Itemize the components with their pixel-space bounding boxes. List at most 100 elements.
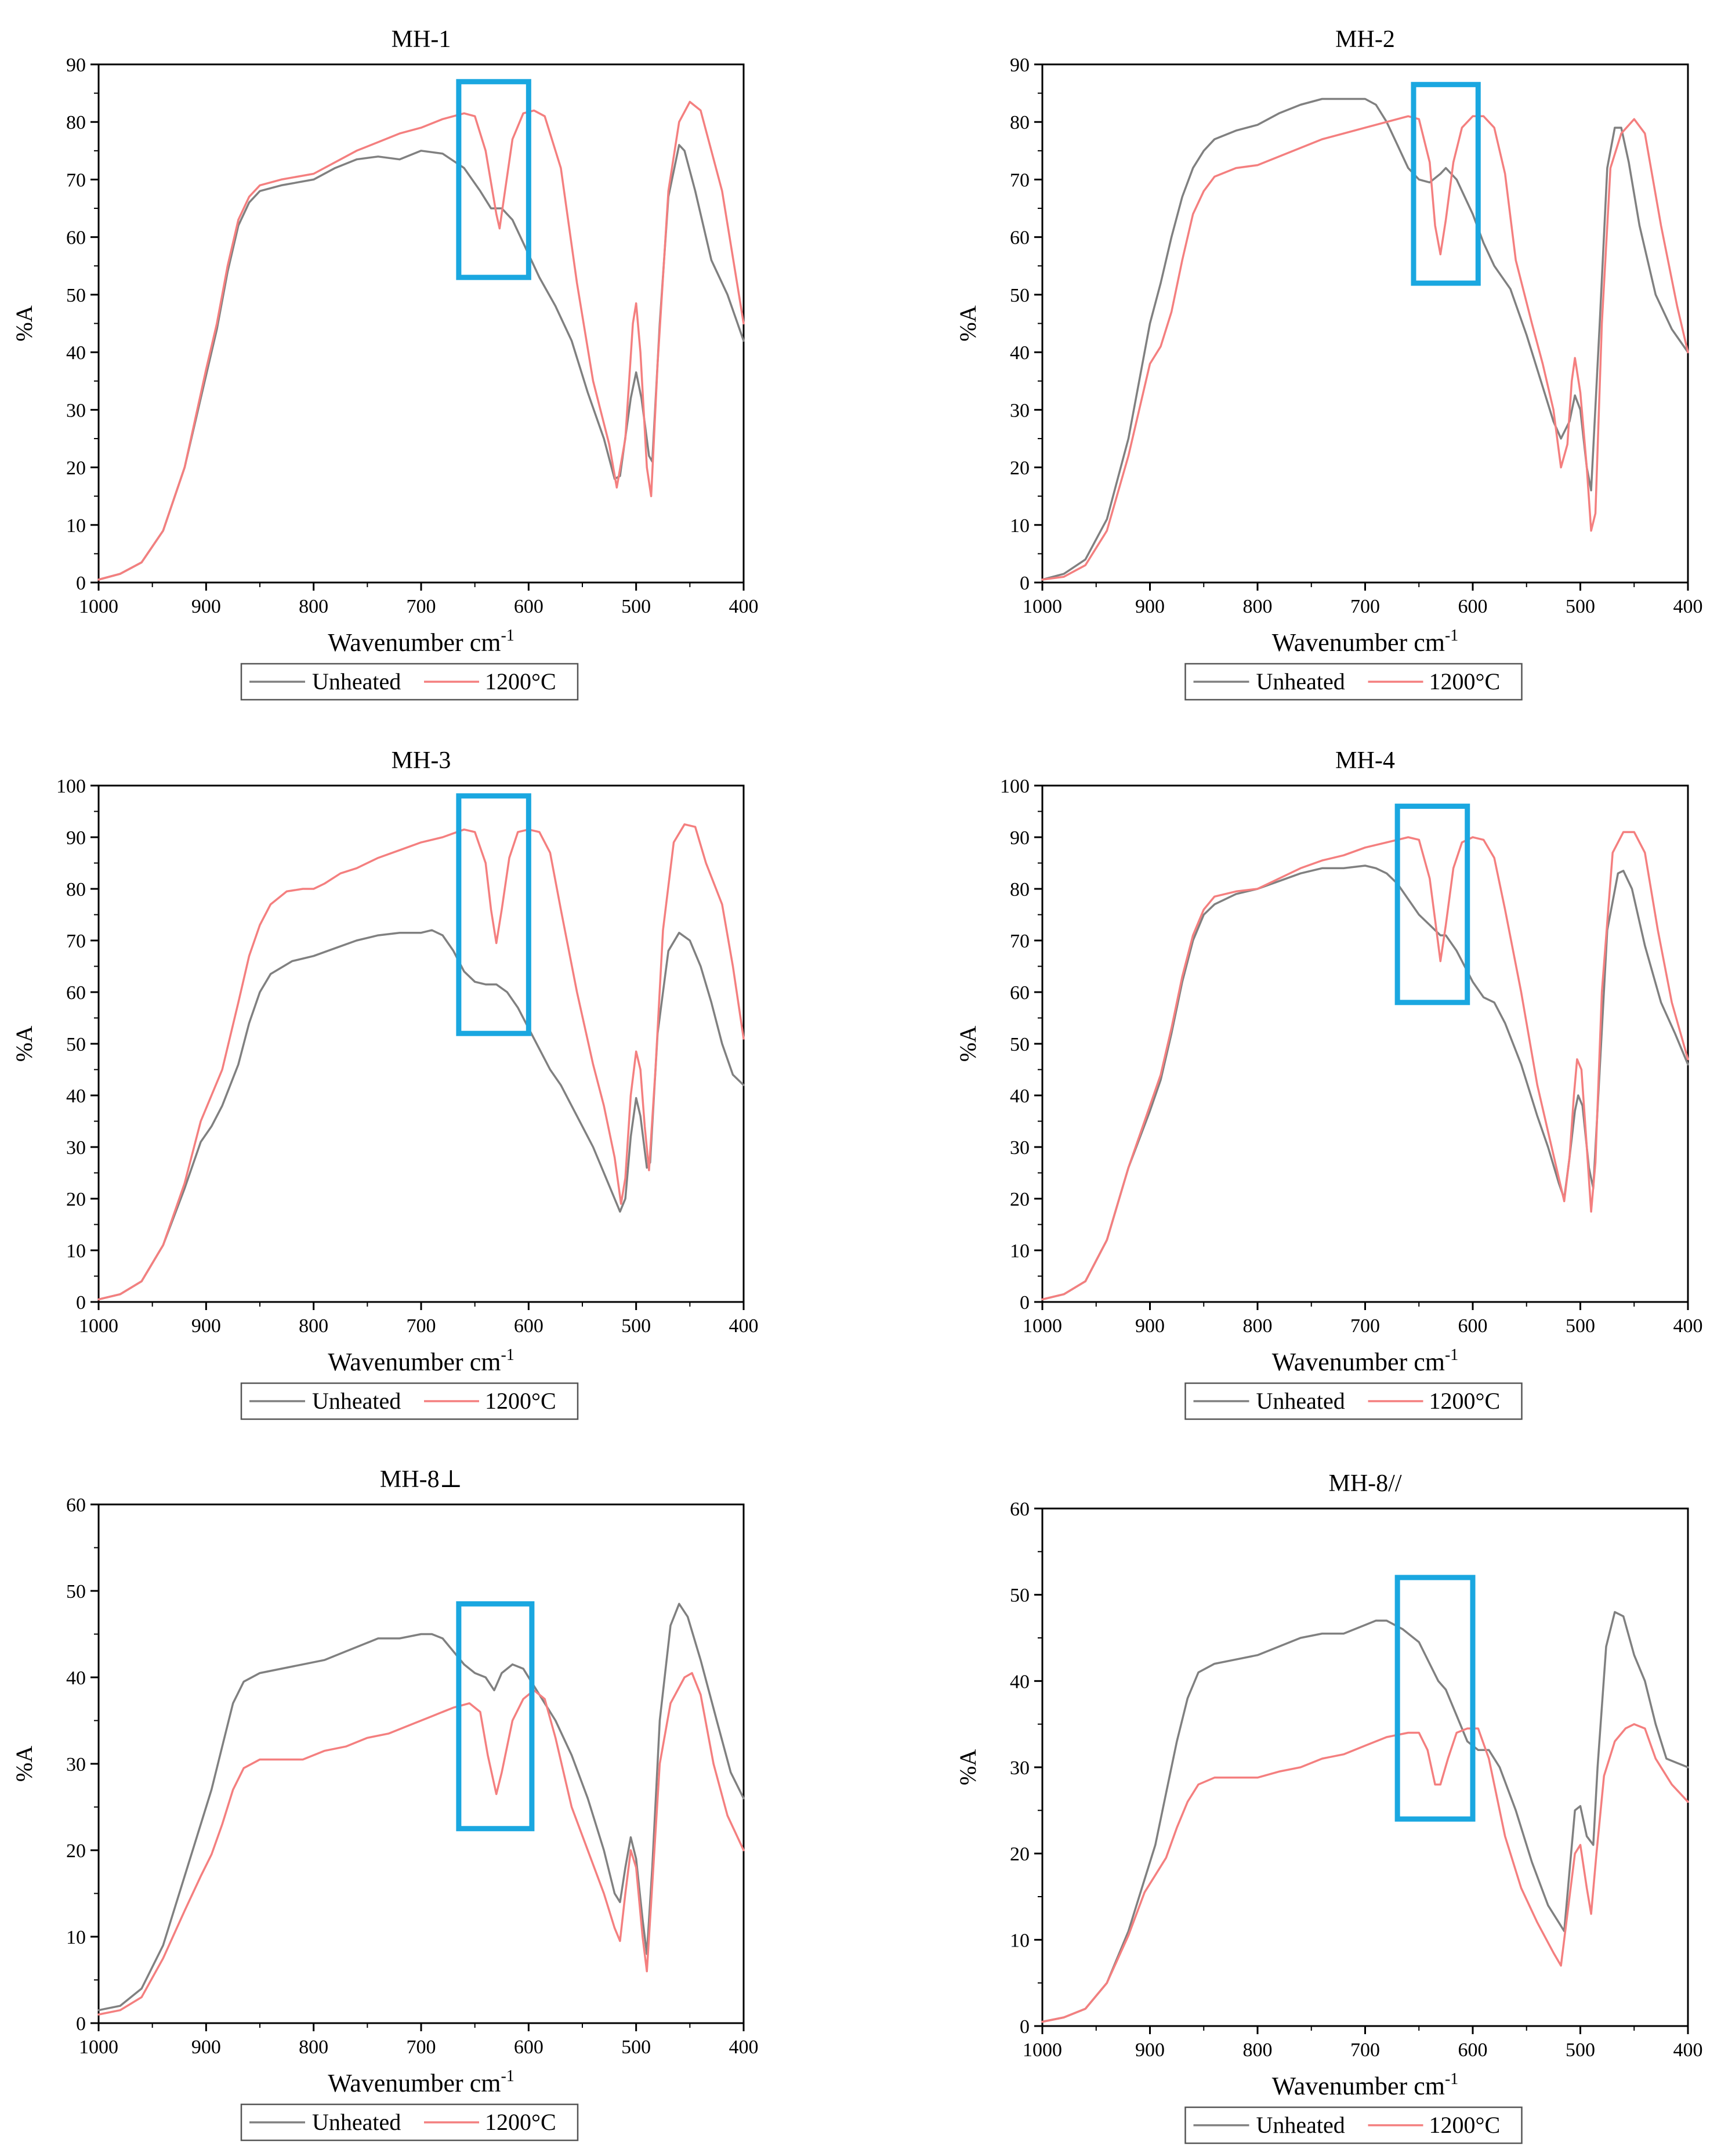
y-tick-label: 40 [66, 342, 86, 364]
x-tick-label: 500 [621, 2036, 651, 2058]
legend: Unheated 1200°C [1184, 1382, 1523, 1420]
x-tick-label: 1000 [79, 2036, 118, 2058]
series-line-unheated [97, 144, 745, 581]
y-tick-label: 90 [1010, 827, 1030, 849]
series-line-1200c [97, 1672, 745, 2016]
y-axis-label: %A [11, 305, 37, 341]
y-tick-label: 90 [1010, 55, 1030, 76]
legend-label-1200c: 1200°C [1429, 1388, 1501, 1414]
legend-label-unheated: Unheated [1256, 668, 1345, 694]
y-tick-label: 40 [1010, 1086, 1030, 1107]
x-tick-label: 600 [514, 596, 544, 617]
y-tick-label: 20 [1010, 458, 1030, 479]
y-axis-label: %A [955, 305, 981, 341]
y-tick-label: 30 [1010, 400, 1030, 421]
legend-label-unheated: Unheated [1256, 1388, 1345, 1414]
y-tick-label: 60 [1010, 1499, 1030, 1520]
y-tick-label: 20 [1010, 1189, 1030, 1210]
y-tick-label: 0 [1020, 573, 1030, 594]
series-line-unheated [1041, 864, 1689, 1301]
legend-label-unheated: Unheated [312, 1388, 401, 1414]
x-tick-label: 800 [299, 596, 328, 617]
y-tick-label: 70 [66, 169, 86, 191]
x-tick-label: 700 [407, 2036, 436, 2058]
y-tick-label: 40 [66, 1086, 86, 1107]
chart-title: MH-8⊥ [380, 1466, 462, 1493]
legend-label-unheated: Unheated [1256, 2112, 1345, 2138]
y-axis-label: %A [11, 1746, 37, 1782]
x-tick-label: 600 [1458, 1315, 1488, 1337]
x-tick-label: 1000 [79, 1315, 118, 1337]
highlight-box [456, 793, 531, 1036]
y-tick-label: 50 [1010, 1585, 1030, 1607]
x-tick-label: 700 [407, 1315, 436, 1337]
y-tick-label: 80 [66, 879, 86, 900]
y-axis-label: %A [11, 1026, 37, 1062]
y-tick-label: 30 [66, 400, 86, 421]
y-tick-label: 0 [76, 2013, 86, 2035]
series-line-unheated [97, 1602, 745, 2012]
y-tick-label: 20 [66, 458, 86, 479]
x-tick-label: 900 [191, 596, 221, 617]
y-tick-label: 20 [66, 1189, 86, 1210]
legend: Unheated 1200°C [240, 663, 579, 701]
y-tick-label: 50 [66, 285, 86, 306]
plot-frame [97, 784, 745, 1303]
x-tick-label: 500 [621, 1315, 651, 1337]
highlight-box [456, 1601, 535, 1832]
y-tick-label: 70 [1010, 931, 1030, 952]
y-tick-label: 10 [66, 1240, 86, 1262]
y-tick-label: 0 [1020, 1292, 1030, 1314]
y-tick-label: 0 [76, 573, 86, 594]
x-tick-label: 400 [729, 1315, 759, 1337]
chart-panel: MH-3 1000 900 800 700 600 500 400 0 10 20 30 40 50 60 7… [11, 747, 759, 1420]
y-tick-label: 20 [66, 1840, 86, 1862]
y-tick-label: 40 [1010, 1671, 1030, 1692]
legend: Unheated 1200°C [240, 1382, 579, 1420]
y-tick-label: 60 [1010, 227, 1030, 249]
series-line-1200c [1041, 1723, 1689, 2023]
legend-label-unheated: Unheated [312, 668, 401, 694]
x-tick-label: 400 [1673, 1315, 1703, 1337]
y-tick-label: 50 [1010, 1034, 1030, 1055]
x-tick-label: 700 [1350, 2039, 1380, 2061]
legend-label-unheated: Unheated [312, 2109, 401, 2135]
x-axis-label: Wavenumber cm-1 [1272, 1346, 1459, 1376]
x-tick-label: 500 [1566, 2039, 1595, 2061]
plot-frame [1041, 784, 1689, 1303]
x-tick-label: 600 [1458, 2039, 1488, 2061]
series-line-unheated [1041, 1611, 1689, 2023]
chart-panel: MH-4 1000 900 800 700 600 500 400 0 10 20 30 40 50 60 7… [955, 747, 1703, 1420]
x-tick-label: 900 [1135, 596, 1165, 617]
x-tick-label: 1000 [1023, 596, 1062, 617]
legend-label-1200c: 1200°C [485, 668, 556, 694]
legend-label-1200c: 1200°C [1429, 2112, 1501, 2138]
y-tick-label: 30 [1010, 1757, 1030, 1779]
x-axis-label: Wavenumber cm-1 [1272, 627, 1459, 657]
x-tick-label: 800 [1243, 1315, 1273, 1337]
highlight-box [1411, 82, 1481, 286]
x-tick-label: 1000 [1023, 2039, 1062, 2061]
y-tick-label: 0 [76, 1292, 86, 1314]
chart-title: MH-3 [392, 747, 451, 774]
series-line-1200c [97, 100, 745, 581]
y-tick-label: 20 [1010, 1844, 1030, 1865]
chart-panel: MH-1 1000 900 800 700 600 500 400 0 10 20 30 40 50 60 7… [11, 26, 759, 701]
x-tick-label: 800 [1243, 596, 1273, 617]
chart-title: MH-4 [1335, 747, 1395, 774]
legend: Unheated 1200°C [240, 2103, 579, 2141]
y-tick-label: 30 [66, 1754, 86, 1775]
x-tick-label: 1000 [79, 596, 118, 617]
y-tick-label: 80 [1010, 112, 1030, 133]
series-line-1200c [97, 823, 745, 1301]
y-tick-label: 60 [66, 982, 86, 1004]
y-tick-label: 90 [66, 827, 86, 849]
y-tick-label: 0 [1020, 2016, 1030, 2038]
y-tick-label: 50 [66, 1034, 86, 1055]
x-tick-label: 700 [407, 596, 436, 617]
x-tick-label: 900 [1135, 2039, 1165, 2061]
y-axis-label: %A [955, 1026, 981, 1062]
x-tick-label: 400 [1673, 2039, 1703, 2061]
